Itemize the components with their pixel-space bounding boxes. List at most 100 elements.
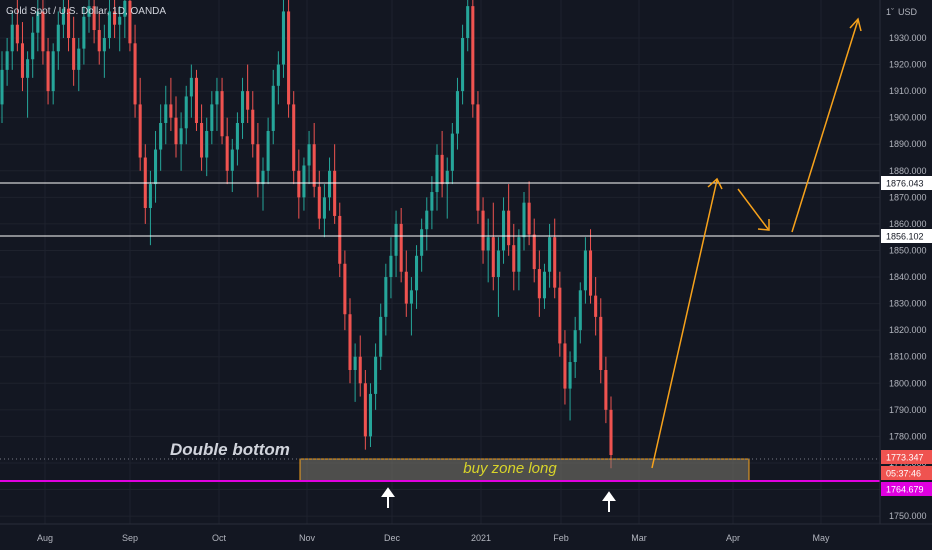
candle-body [287,11,291,105]
candle-body [527,202,531,235]
candle-body [558,287,562,344]
candle-body [507,210,511,246]
candle-body [153,149,158,185]
projection-arrows[interactable] [651,17,862,469]
arrow-head-3 [849,17,862,32]
candle-body [92,6,96,31]
candle-body [368,393,373,437]
candle-body [491,237,495,278]
candle-body [604,370,608,410]
candle-body [358,356,362,384]
candle-body [41,11,45,52]
candle-body [455,91,460,134]
candle-body [548,237,552,272]
candle-body [425,210,429,230]
candle-body [394,223,398,256]
candle-body [512,245,516,272]
candle-body [66,8,71,38]
candle-body [317,186,321,219]
candle-body [261,170,265,185]
y-tick-label: 1860.000 [889,219,927,229]
y-tick-label: 1920.000 [889,60,927,70]
candle-body [312,144,316,187]
price-scale-marker: 1ˇ [886,7,894,17]
candle-body [251,109,255,145]
candle-body [374,356,378,394]
arrow-segment-down [737,188,769,230]
double-bottom-markers [381,487,616,512]
candle-body [15,24,19,44]
candle-body [435,154,439,193]
x-axis-ticks[interactable]: Aug Sep Oct Nov Dec 2021 Feb Mar Apr May [37,533,830,543]
candle-body [302,165,306,198]
candle-body [51,51,55,92]
arrow-segment-up-final [791,19,859,233]
price-label-box [881,482,932,496]
currency-label: USD [898,7,918,17]
candle-body [445,170,449,185]
candle-body [82,16,86,49]
candle-body [56,24,60,52]
candle-body [522,202,526,238]
symbol-title: Gold Spot / U.S. Dollar, 1D, OANDA [6,6,166,17]
candle-body [189,77,193,97]
double-bottom-label: Double bottom [170,440,290,459]
candle-body [184,96,188,129]
candle-body [583,250,587,291]
candle-body [573,330,577,363]
candle-body [389,255,393,278]
candle-body [20,43,25,78]
price-label-text: 1773.347 [886,453,924,463]
candle-body [246,91,250,110]
candle-body [200,122,204,158]
price-label-text: 1876.043 [886,179,924,189]
y-tick-label: 1800.000 [889,378,927,388]
candle-body [5,51,9,70]
candle-body [594,295,598,317]
y-tick-label: 1830.000 [889,299,927,309]
candle-body [256,144,260,185]
price-label-text: 1764.679 [886,485,924,495]
x-tick-label: Dec [384,533,401,543]
candle-body [26,59,30,78]
price-labels: 1876.043 1856.102 1773.347 05:37:46 1764.679 [881,176,932,496]
candle-body [148,184,152,208]
y-tick-label: 1850.000 [889,245,927,255]
x-tick-label: 2021 [471,533,491,543]
candle-body [553,237,557,288]
candle-body [563,343,567,389]
candle-body [486,237,490,251]
marker-arrow-right-head [602,491,616,501]
candle-body [466,6,470,38]
price-label-box [881,176,932,190]
x-tick-label: Aug [37,533,53,543]
candle-body [404,271,408,304]
price-label-box [881,450,932,464]
candle-body [102,38,106,52]
candle-body [327,170,332,198]
chart-grid [0,0,880,524]
price-label-text: 05:37:46 [886,469,921,479]
y-tick-label: 1910.000 [889,86,927,96]
marker-arrow-left-head [381,487,395,497]
candle-body [210,104,214,131]
candle-body [118,16,122,25]
candle-body [271,85,275,131]
candle-body [194,77,199,123]
candle-body [517,237,521,272]
candle-body [399,223,403,272]
candle-body [77,48,81,70]
candle-body [322,197,326,219]
candle-body [599,316,603,370]
candle-body [113,11,117,25]
y-tick-label: 1790.000 [889,405,927,415]
candle-body [266,130,270,171]
candle-body [353,356,357,370]
candle-body [159,122,163,150]
candle-body [123,0,127,17]
price-axis[interactable] [880,0,932,524]
price-label-box [881,466,932,480]
candle-body [97,30,101,52]
